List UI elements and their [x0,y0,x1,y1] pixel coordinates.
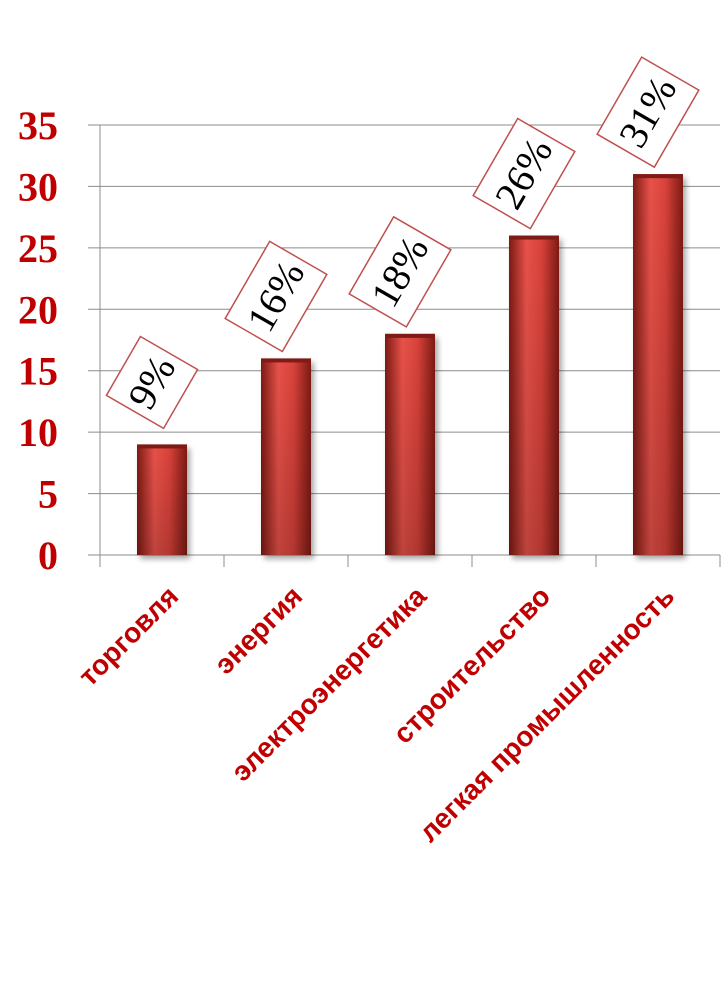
bar [137,444,187,555]
y-tick-label: 10 [18,410,58,455]
y-tick-label: 15 [18,349,58,394]
data-label-box [348,215,452,328]
data-label: 26% [472,117,576,230]
y-tick-label: 20 [18,287,58,332]
bar-top [633,174,683,179]
y-tick-label: 35 [18,103,58,148]
bar-shade [385,333,435,555]
data-label-box [224,240,328,353]
bar-top [137,444,187,449]
y-tick-label: 30 [18,164,58,209]
x-tick-label: энергия [208,580,308,680]
data-label: 16% [224,240,328,353]
x-tick-label: легкая промышленность [413,580,680,847]
data-label-box [105,335,199,430]
bar-shade [261,358,311,555]
bar [509,235,559,556]
data-label: 31% [596,56,700,169]
bars [137,174,683,556]
bar-shade [509,235,559,556]
y-tick-label: 0 [38,533,58,578]
bar-shade [137,444,187,555]
y-tick-label: 5 [38,472,58,517]
data-label: 18% [348,215,452,328]
bar-top [385,333,435,338]
bar-shade [633,174,683,555]
data-label: 9% [105,335,199,430]
bar-top [509,235,559,240]
y-tick-label: 25 [18,226,58,271]
y-axis: 0 5 10 15 20 25 30 35 [18,103,58,578]
data-label-box [472,117,576,230]
data-label-box [596,56,700,169]
bar [261,358,311,555]
bar-top [261,358,311,363]
bar [633,174,683,555]
bar [385,333,435,555]
x-tick-label: торговля [73,580,185,692]
x-axis: торговля энергияэлектроэнергетикастроител… [73,580,681,848]
